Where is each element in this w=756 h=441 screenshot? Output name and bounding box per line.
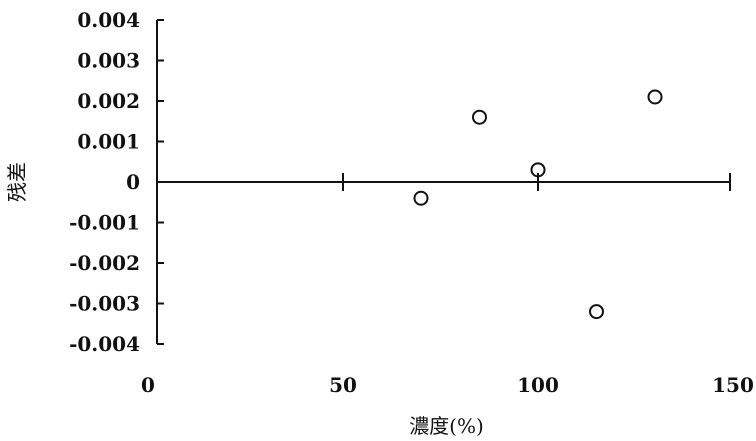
y-tick-label: 0 [126,170,140,194]
y-tick-label: 0.001 [77,130,140,154]
x-axis-title: 濃度(%) [409,414,484,438]
y-tick-label: 0.002 [77,89,140,113]
data-point [472,109,487,125]
x-tick-label: 150 [712,373,754,397]
y-tick-label: -0.001 [69,211,140,235]
x-tick-label: 100 [517,373,559,397]
y-tick-label: 0.003 [77,49,140,73]
x-tick-label: 50 [329,373,357,397]
data-point [647,89,663,105]
data-points [413,89,663,320]
data-point [413,190,429,206]
ticks: 0.004 0.003 0.002 0.001 0 -0.001 -0.002 -0.003 -… [69,8,754,397]
y-tick-label: -0.002 [69,251,140,275]
x-tick-label: 0 [141,373,155,397]
y-tick-label: -0.004 [69,332,140,356]
y-tick-label: -0.003 [69,292,140,316]
y-axis-title: 残差 [5,162,29,202]
y-tick-label: 0.004 [77,8,140,32]
axes [156,20,730,344]
data-point [530,162,546,178]
data-point [589,304,604,320]
